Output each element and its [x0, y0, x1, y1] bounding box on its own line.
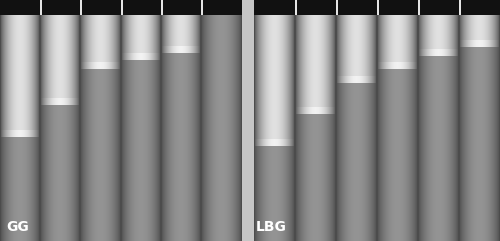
Text: LBG: LBG — [256, 220, 287, 234]
Text: GG: GG — [6, 220, 29, 234]
